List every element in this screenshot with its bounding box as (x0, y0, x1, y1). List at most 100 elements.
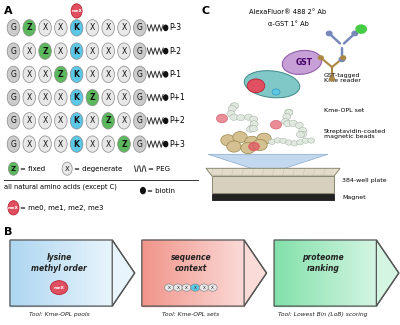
Circle shape (23, 113, 36, 129)
Text: X: X (121, 93, 127, 102)
Circle shape (86, 20, 99, 36)
Bar (64, 240, 66, 306)
Circle shape (134, 20, 146, 36)
Polygon shape (212, 176, 334, 193)
Bar (340, 240, 344, 306)
Circle shape (191, 284, 200, 291)
Circle shape (221, 135, 235, 146)
Text: G: G (137, 23, 143, 32)
Bar (234, 240, 237, 306)
Circle shape (341, 56, 346, 59)
Bar (157, 240, 160, 306)
Text: Streptavidin-coated
magnetic beads: Streptavidin-coated magnetic beads (324, 129, 386, 139)
Circle shape (282, 119, 290, 125)
Bar (172, 240, 176, 306)
Bar (23, 240, 26, 306)
Circle shape (250, 121, 258, 127)
Bar (348, 240, 351, 306)
Bar (361, 240, 364, 306)
Bar (12, 240, 16, 306)
Text: X: X (27, 93, 32, 102)
Bar (110, 240, 113, 306)
Circle shape (118, 43, 130, 59)
Circle shape (285, 109, 293, 115)
Text: X: X (106, 140, 111, 149)
Circle shape (245, 136, 259, 148)
Bar (279, 240, 282, 306)
Bar (231, 240, 234, 306)
Circle shape (102, 113, 114, 129)
Circle shape (86, 136, 99, 152)
Bar (325, 240, 328, 306)
Circle shape (7, 136, 20, 152)
Circle shape (230, 114, 238, 120)
Bar (221, 240, 224, 306)
Circle shape (70, 43, 83, 59)
Bar (282, 240, 285, 306)
Circle shape (39, 43, 51, 59)
Bar (236, 240, 239, 306)
Circle shape (164, 284, 174, 291)
Circle shape (356, 25, 366, 33)
Bar (79, 240, 82, 306)
Text: = biotin: = biotin (147, 188, 175, 194)
Circle shape (291, 141, 298, 146)
Text: Z: Z (26, 23, 32, 32)
Circle shape (54, 20, 67, 36)
Bar (30, 240, 33, 306)
Text: x: x (202, 285, 206, 290)
Text: X: X (106, 46, 111, 56)
Text: P+2: P+2 (169, 116, 184, 125)
Circle shape (299, 131, 307, 137)
Text: Tool: Kme-OPL pools: Tool: Kme-OPL pools (29, 312, 89, 317)
Circle shape (23, 66, 36, 83)
Text: X: X (58, 140, 64, 149)
Bar (48, 240, 51, 306)
Bar (54, 240, 56, 306)
Bar (294, 240, 298, 306)
Circle shape (330, 77, 334, 81)
Circle shape (297, 140, 303, 145)
Circle shape (208, 284, 217, 291)
Text: K: K (74, 93, 80, 102)
Text: G: G (10, 93, 16, 102)
Text: Z: Z (105, 116, 111, 125)
Text: Z: Z (58, 70, 64, 79)
Text: Z: Z (11, 166, 16, 172)
Bar (162, 240, 165, 306)
Bar (10, 240, 13, 306)
Text: K: K (74, 70, 80, 79)
Polygon shape (112, 240, 135, 306)
Bar (366, 240, 369, 306)
Text: Tool: Kme-OPL sets: Tool: Kme-OPL sets (162, 312, 220, 317)
Bar (15, 240, 18, 306)
Text: G: G (137, 116, 143, 125)
Bar (38, 240, 41, 306)
Text: = fixed: = fixed (20, 166, 46, 172)
Text: X: X (42, 70, 48, 79)
Circle shape (70, 20, 83, 36)
Circle shape (39, 89, 51, 106)
Bar (104, 240, 108, 306)
Text: P-3: P-3 (169, 23, 181, 32)
Bar (333, 240, 336, 306)
Bar (185, 240, 188, 306)
Polygon shape (206, 168, 340, 176)
Bar (353, 240, 356, 306)
Circle shape (216, 114, 228, 123)
Text: GST: GST (296, 58, 312, 67)
Circle shape (230, 103, 238, 109)
Text: X: X (58, 93, 64, 102)
Circle shape (247, 79, 265, 93)
Bar (56, 240, 59, 306)
Text: X: X (42, 23, 48, 32)
Bar (74, 240, 77, 306)
Circle shape (118, 20, 130, 36)
Bar (25, 240, 28, 306)
Bar (208, 240, 211, 306)
Bar (290, 240, 292, 306)
Bar (178, 240, 180, 306)
Circle shape (7, 89, 20, 106)
Bar (71, 240, 74, 306)
Bar (356, 240, 359, 306)
